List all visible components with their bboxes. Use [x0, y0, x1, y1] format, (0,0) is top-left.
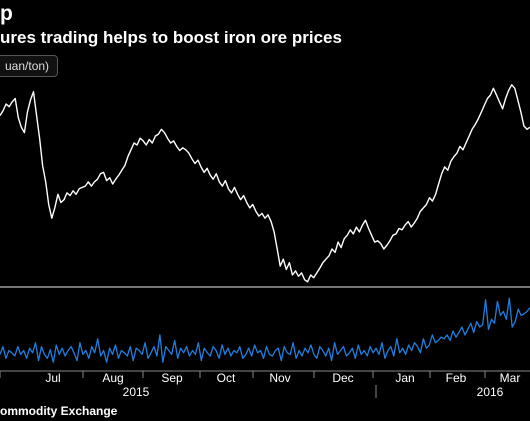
trading-series-line [0, 297, 530, 363]
x-tick-label: Dec [332, 371, 353, 385]
source-note: ommodity Exchange [0, 404, 118, 418]
price-series-line [0, 84, 530, 283]
x-tick-label: Mar [500, 371, 521, 385]
x-year-label: 2016 [477, 385, 504, 399]
x-tick-label: Sep [161, 371, 183, 385]
x-tick-label: Aug [102, 371, 123, 385]
chart-title: p [0, 2, 13, 25]
x-tick-label: Feb [446, 371, 467, 385]
x-tick-label: Nov [269, 371, 290, 385]
x-year-label: 2015 [123, 385, 150, 399]
unit-badge: uan/ton) [0, 55, 59, 77]
chart-subtitle: ures trading helps to boost iron ore pri… [0, 28, 342, 47]
x-tick-label: Oct [217, 371, 236, 385]
x-tick-label: Jul [45, 371, 60, 385]
x-tick-label: Jan [395, 371, 414, 385]
